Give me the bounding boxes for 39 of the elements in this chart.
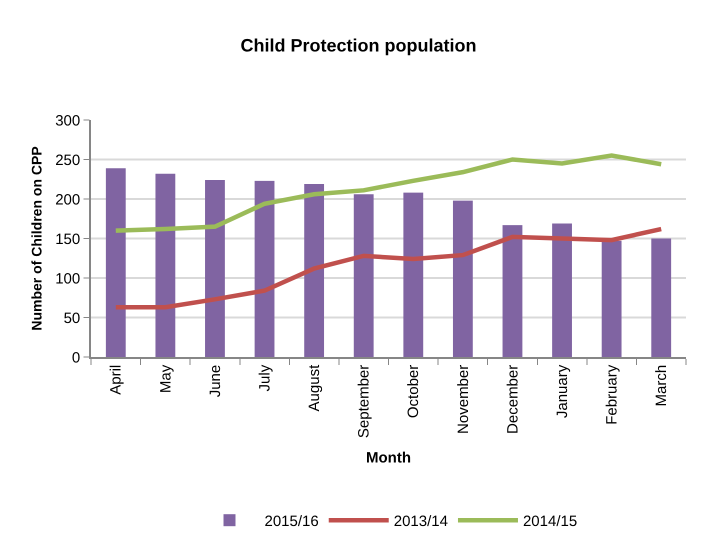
bar (254, 180, 274, 357)
x-tick-label: October (405, 364, 422, 418)
bar (552, 223, 572, 357)
x-tick-label: February (604, 364, 621, 425)
x-tick-label: May (157, 364, 174, 394)
bar (602, 240, 622, 357)
x-tick-label: March (653, 364, 670, 406)
line-series (114, 153, 664, 233)
x-tick-label: August (306, 364, 324, 412)
y-tick-label: 300 (55, 112, 80, 130)
y-tick-label: 0 (72, 349, 80, 366)
bar (106, 168, 126, 357)
x-tick-label: April (108, 364, 125, 395)
x-tick-label: June (206, 364, 224, 398)
y-tick-label: 200 (55, 191, 80, 208)
x-tick-label: December (504, 364, 522, 434)
legend-label: 2014/15 (522, 513, 578, 530)
bar (403, 192, 424, 357)
y-tick-label: 50 (64, 310, 80, 327)
bar (502, 225, 522, 357)
line-series (114, 226, 664, 310)
x-tick-label: November (454, 364, 472, 434)
bar (452, 200, 473, 357)
x-tick-label: July (256, 364, 274, 392)
chart-title: Child Protection population (240, 35, 476, 56)
bar (651, 238, 672, 357)
x-tick-label: September (356, 364, 373, 438)
y-tick-label: 150 (55, 230, 80, 248)
x-axis-title: Month (366, 450, 411, 467)
x-tick-label: January (554, 364, 571, 418)
bar (304, 184, 324, 357)
y-tick-label: 100 (55, 270, 80, 288)
bar (354, 194, 374, 357)
y-axis-title: Number of Children on CPP (28, 146, 44, 331)
legend-label: 2015/16 (264, 513, 319, 530)
bar (205, 180, 225, 357)
legend-label: 2013/14 (394, 513, 448, 530)
bar (155, 174, 176, 357)
y-tick-label: 250 (55, 152, 80, 169)
